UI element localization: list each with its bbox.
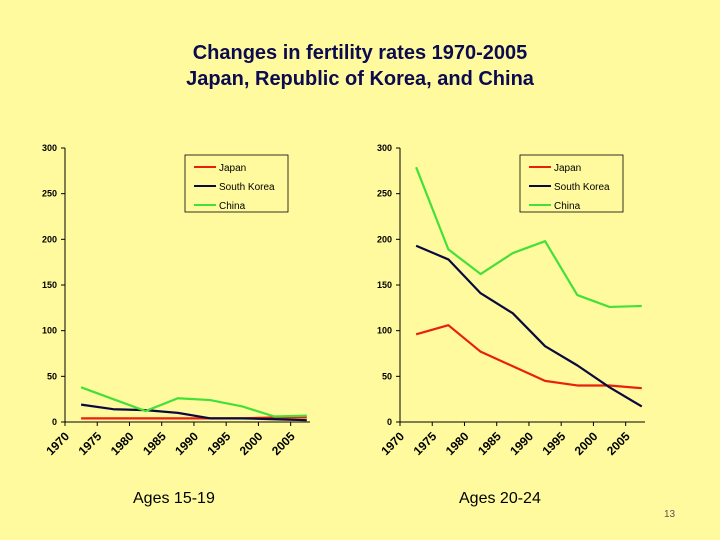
x-tick-label: 1970 (43, 429, 72, 458)
y-tick-label: 200 (42, 234, 57, 244)
y-tick-label: 250 (42, 189, 57, 199)
y-tick-label: 300 (377, 143, 392, 153)
legend-label: China (219, 201, 246, 212)
caption-ages-20-24: Ages 20-24 (459, 490, 541, 507)
caption-ages-15-19: Ages 15-19 (133, 490, 215, 507)
x-tick-label: 1985 (475, 429, 504, 458)
legend-label: China (554, 201, 581, 212)
legend-box (184, 154, 289, 213)
title-line-2: Japan, Republic of Korea, and China (186, 68, 534, 90)
x-tick-label: 1975 (411, 429, 440, 458)
legend-label: Japan (219, 163, 246, 174)
legend-label: South Korea (554, 182, 610, 193)
series-line-japan (415, 324, 642, 390)
slide-title: Changes in fertility rates 1970-2005 Jap… (0, 40, 720, 92)
legend-label: South Korea (219, 182, 275, 193)
y-tick-label: 50 (47, 371, 57, 381)
x-tick-label: 1975 (76, 429, 105, 458)
x-tick-label: 1995 (540, 429, 569, 458)
y-tick-label: 200 (377, 234, 392, 244)
legend-label: Japan (554, 163, 581, 174)
x-tick-label: 1990 (507, 429, 536, 458)
series-line-china (80, 386, 307, 418)
series-line-japan (81, 416, 307, 420)
x-tick-label: 1980 (443, 429, 472, 458)
x-tick-label: 1995 (205, 429, 234, 458)
chart-ages-15-19: 0 50 100 150 200 250 300 1970 1975 1980 1985 1990 19… (42, 143, 310, 458)
y-tick-label: 100 (377, 326, 392, 336)
x-tick-label: 2005 (269, 429, 298, 458)
x-tick-label: 1985 (140, 429, 169, 458)
title-line-1: Changes in fertility rates 1970-2005 (192, 42, 528, 64)
y-tick-label: 100 (42, 326, 57, 336)
y-tick-label: 0 (52, 417, 57, 427)
x-tick-label: 1980 (108, 429, 137, 458)
series-line-south-korea (415, 244, 643, 408)
y-tick-label: 300 (42, 143, 57, 153)
x-tick-label: 1970 (378, 429, 407, 458)
legend-box (519, 154, 624, 213)
x-tick-label: 2000 (237, 429, 266, 458)
x-tick-label: 2000 (572, 429, 601, 458)
y-tick-label: 150 (42, 280, 57, 290)
series-line-south-korea (80, 403, 307, 422)
page-number: 13 (664, 509, 676, 520)
y-tick-label: 0 (387, 417, 392, 427)
series-line-china (415, 166, 642, 309)
y-tick-label: 50 (382, 371, 392, 381)
x-tick-label: 2005 (604, 429, 633, 458)
chart-ages-20-24: 0 50 100 150 200 250 300 1970 1975 1980 1985 1990 19… (377, 143, 645, 458)
y-tick-label: 250 (377, 189, 392, 199)
y-tick-label: 150 (377, 280, 392, 290)
x-tick-label: 1990 (172, 429, 201, 458)
